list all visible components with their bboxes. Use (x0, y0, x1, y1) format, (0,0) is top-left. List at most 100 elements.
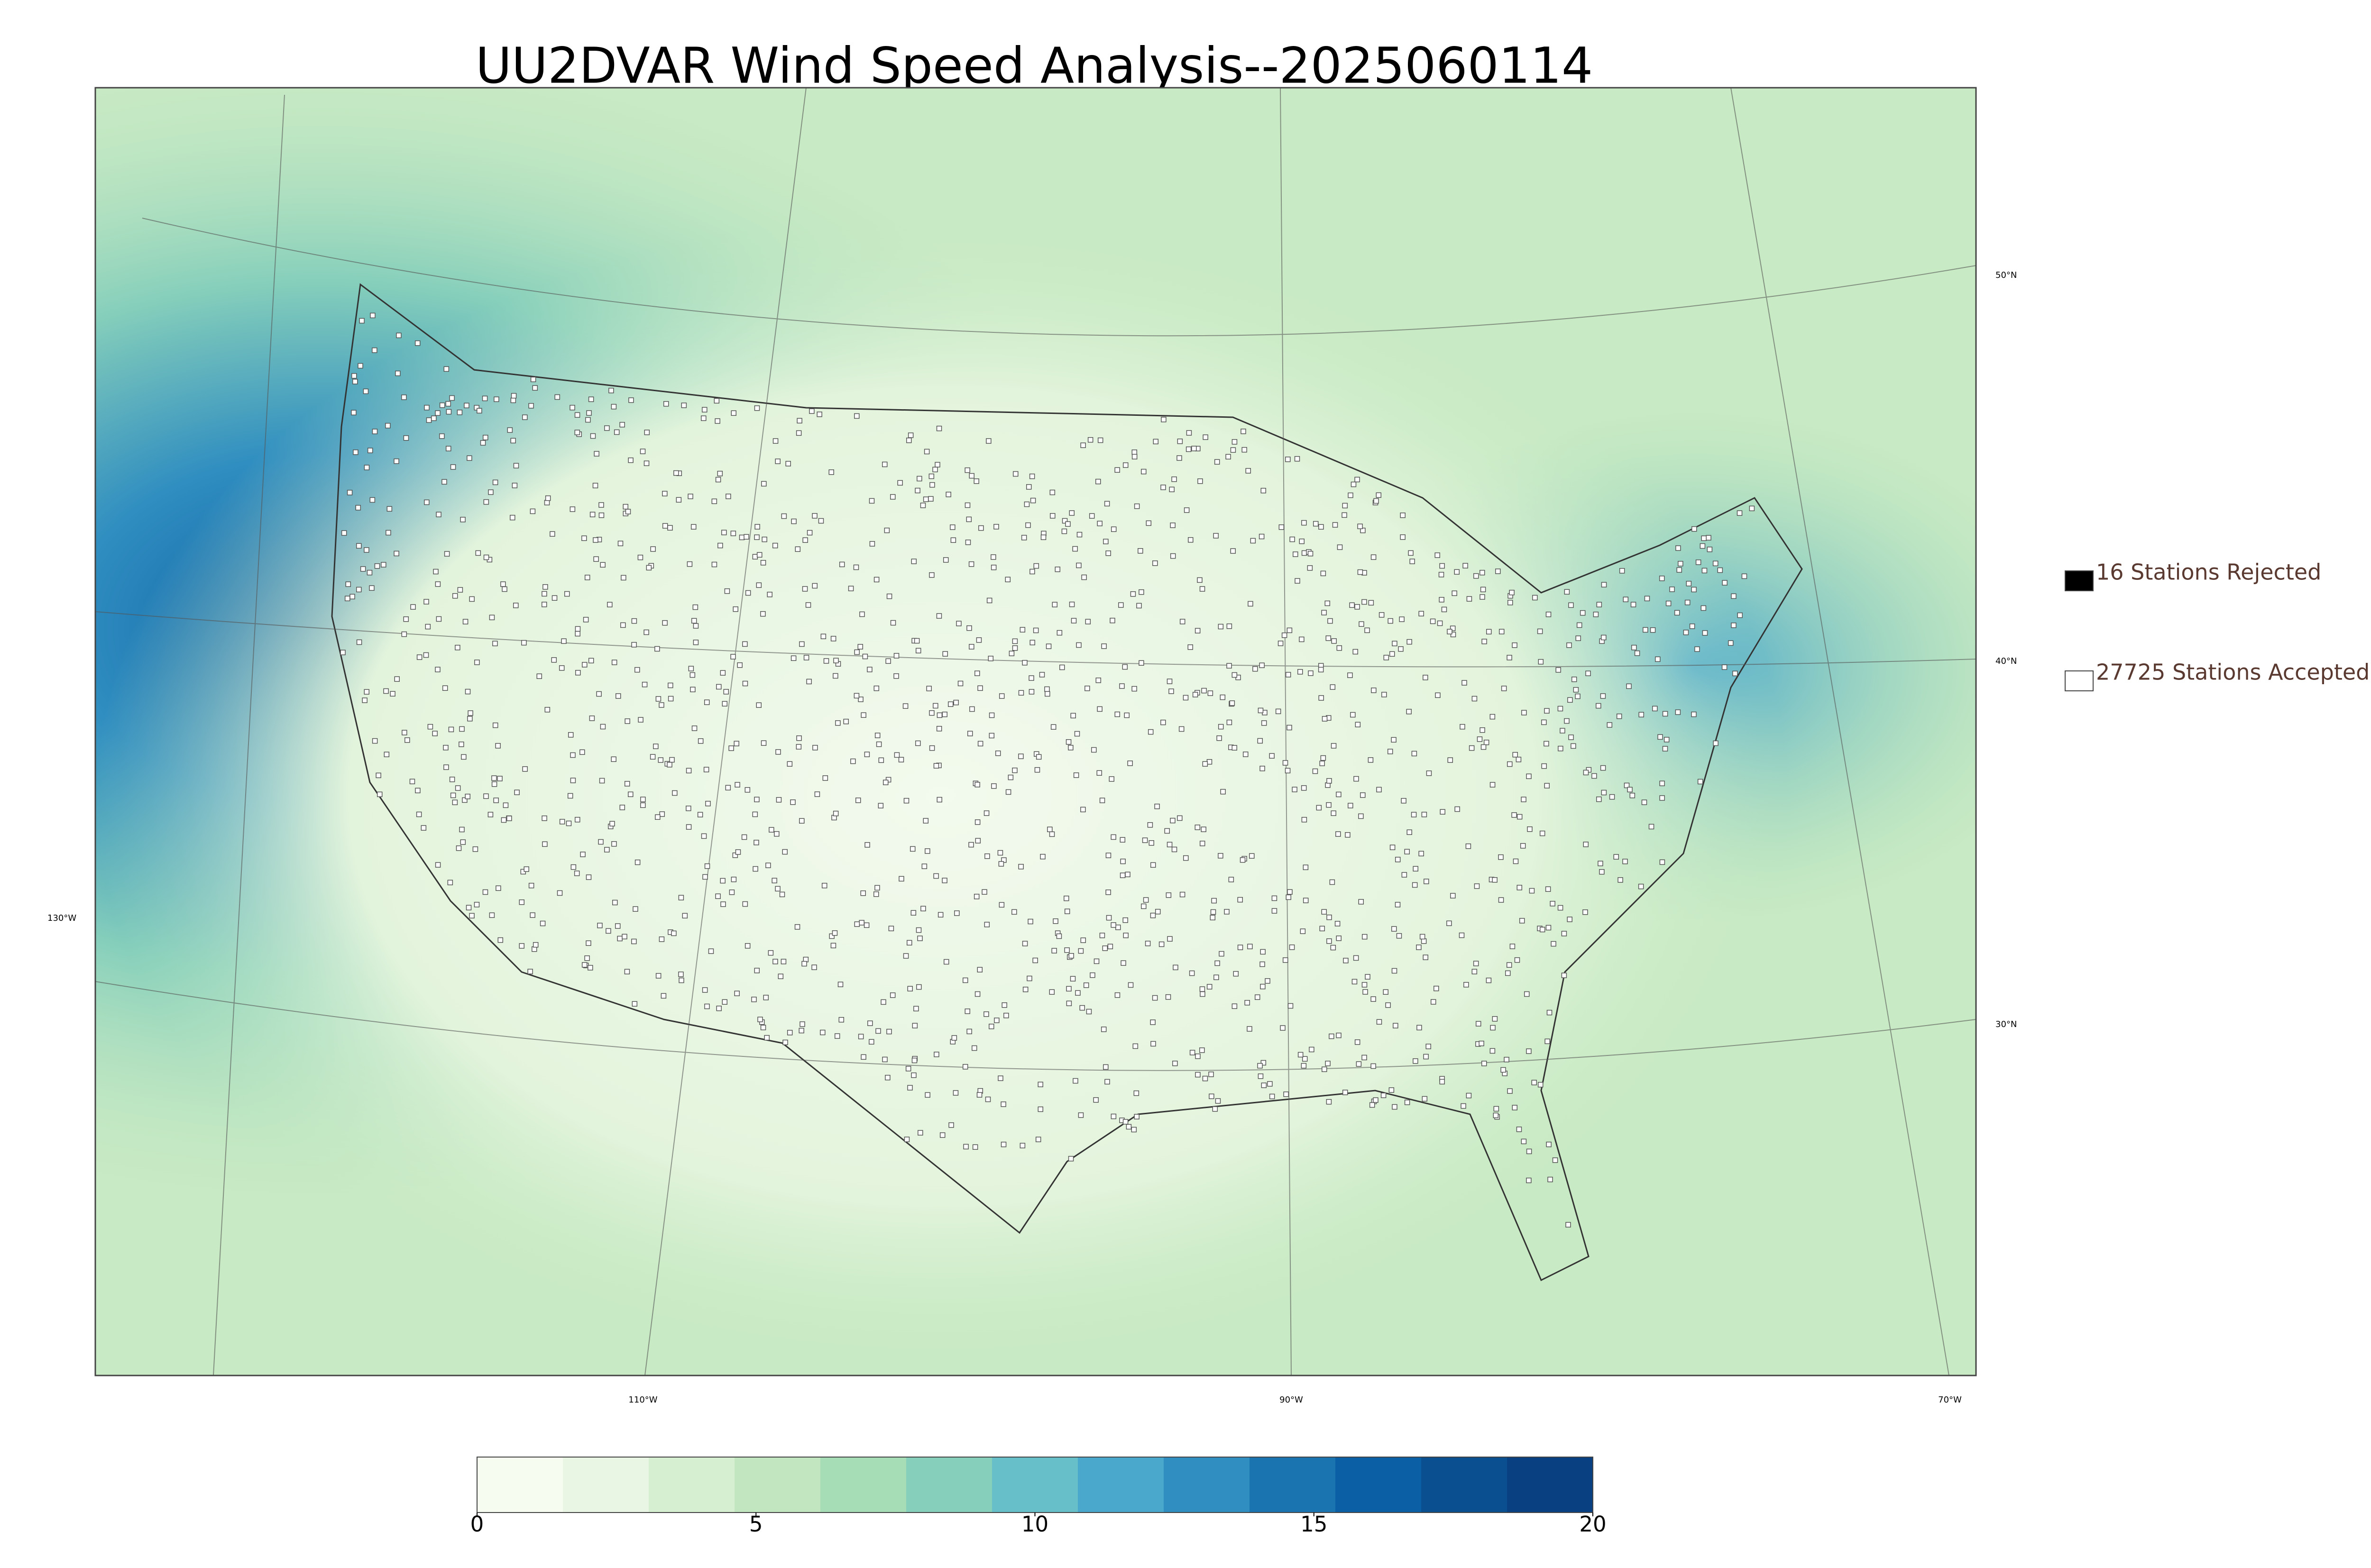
station (1127, 761, 1133, 766)
station (1568, 734, 1574, 740)
station (1391, 737, 1397, 743)
station (492, 641, 498, 646)
station (1512, 642, 1517, 648)
station (1261, 1082, 1267, 1088)
station (1520, 843, 1526, 849)
station (1287, 724, 1292, 731)
station (1413, 866, 1418, 872)
station (1231, 745, 1238, 751)
station (923, 818, 929, 824)
station (1356, 1061, 1362, 1067)
station (1192, 692, 1198, 697)
station (739, 534, 745, 541)
station (622, 934, 627, 940)
station (1040, 853, 1046, 860)
station (1571, 743, 1576, 749)
station (1544, 1038, 1550, 1045)
station (353, 449, 358, 455)
station (805, 602, 811, 608)
station (731, 876, 737, 882)
station (416, 811, 422, 817)
station (551, 595, 558, 601)
station (466, 905, 472, 911)
station (1463, 982, 1469, 988)
station (1370, 1063, 1376, 1069)
station (374, 563, 380, 569)
station (1070, 713, 1076, 719)
station (598, 502, 604, 508)
station (661, 993, 667, 999)
station (1361, 1055, 1367, 1061)
station (1241, 429, 1246, 434)
station (1020, 1143, 1026, 1148)
station (1237, 897, 1243, 903)
colorbar-band (735, 1457, 821, 1513)
station (550, 531, 555, 537)
station (554, 394, 561, 400)
station (1049, 989, 1055, 995)
station (989, 1024, 994, 1029)
station (975, 838, 981, 844)
station (698, 738, 704, 744)
station (1044, 686, 1050, 692)
station (1539, 926, 1545, 933)
lon-label: 130°W (47, 913, 76, 923)
station (356, 639, 362, 645)
colorbar-band (820, 1457, 907, 1513)
station (1009, 651, 1015, 656)
station (575, 626, 581, 632)
station (1012, 638, 1018, 644)
station (733, 606, 738, 612)
station (1040, 534, 1047, 540)
station (1166, 892, 1172, 898)
station (640, 797, 646, 802)
station (965, 467, 970, 473)
station (493, 798, 499, 803)
station (487, 812, 494, 817)
station (1179, 619, 1186, 624)
station (443, 366, 450, 372)
station (853, 564, 859, 570)
station (1473, 573, 1479, 579)
station (1069, 601, 1075, 607)
station (503, 802, 509, 808)
colorbar-band (906, 1457, 993, 1513)
station (859, 920, 864, 926)
station (756, 582, 762, 588)
station (1561, 972, 1567, 978)
station (794, 924, 800, 930)
station (1207, 690, 1213, 696)
station (1287, 1003, 1294, 1009)
station (425, 624, 431, 630)
station (802, 586, 808, 592)
station (581, 962, 588, 968)
station (715, 893, 721, 899)
station (1454, 569, 1460, 575)
station (1347, 672, 1353, 678)
station (969, 473, 974, 479)
station (1411, 812, 1417, 817)
station (1087, 437, 1094, 443)
station (1732, 670, 1738, 677)
station (574, 871, 580, 876)
station (984, 853, 990, 859)
station (1423, 1054, 1429, 1060)
station (1555, 667, 1561, 673)
station (1469, 745, 1475, 751)
station (752, 811, 758, 817)
station (1133, 1090, 1140, 1096)
station (1240, 857, 1246, 863)
station (1152, 995, 1158, 1001)
station (1173, 964, 1178, 971)
station (1459, 932, 1465, 938)
station (459, 826, 465, 833)
station (1094, 958, 1100, 964)
station (902, 703, 909, 709)
station (1195, 1053, 1201, 1059)
station (1153, 439, 1159, 445)
station (363, 388, 369, 394)
station (1373, 1097, 1378, 1103)
station (1096, 770, 1103, 776)
station (1052, 602, 1058, 607)
station (1741, 573, 1747, 579)
